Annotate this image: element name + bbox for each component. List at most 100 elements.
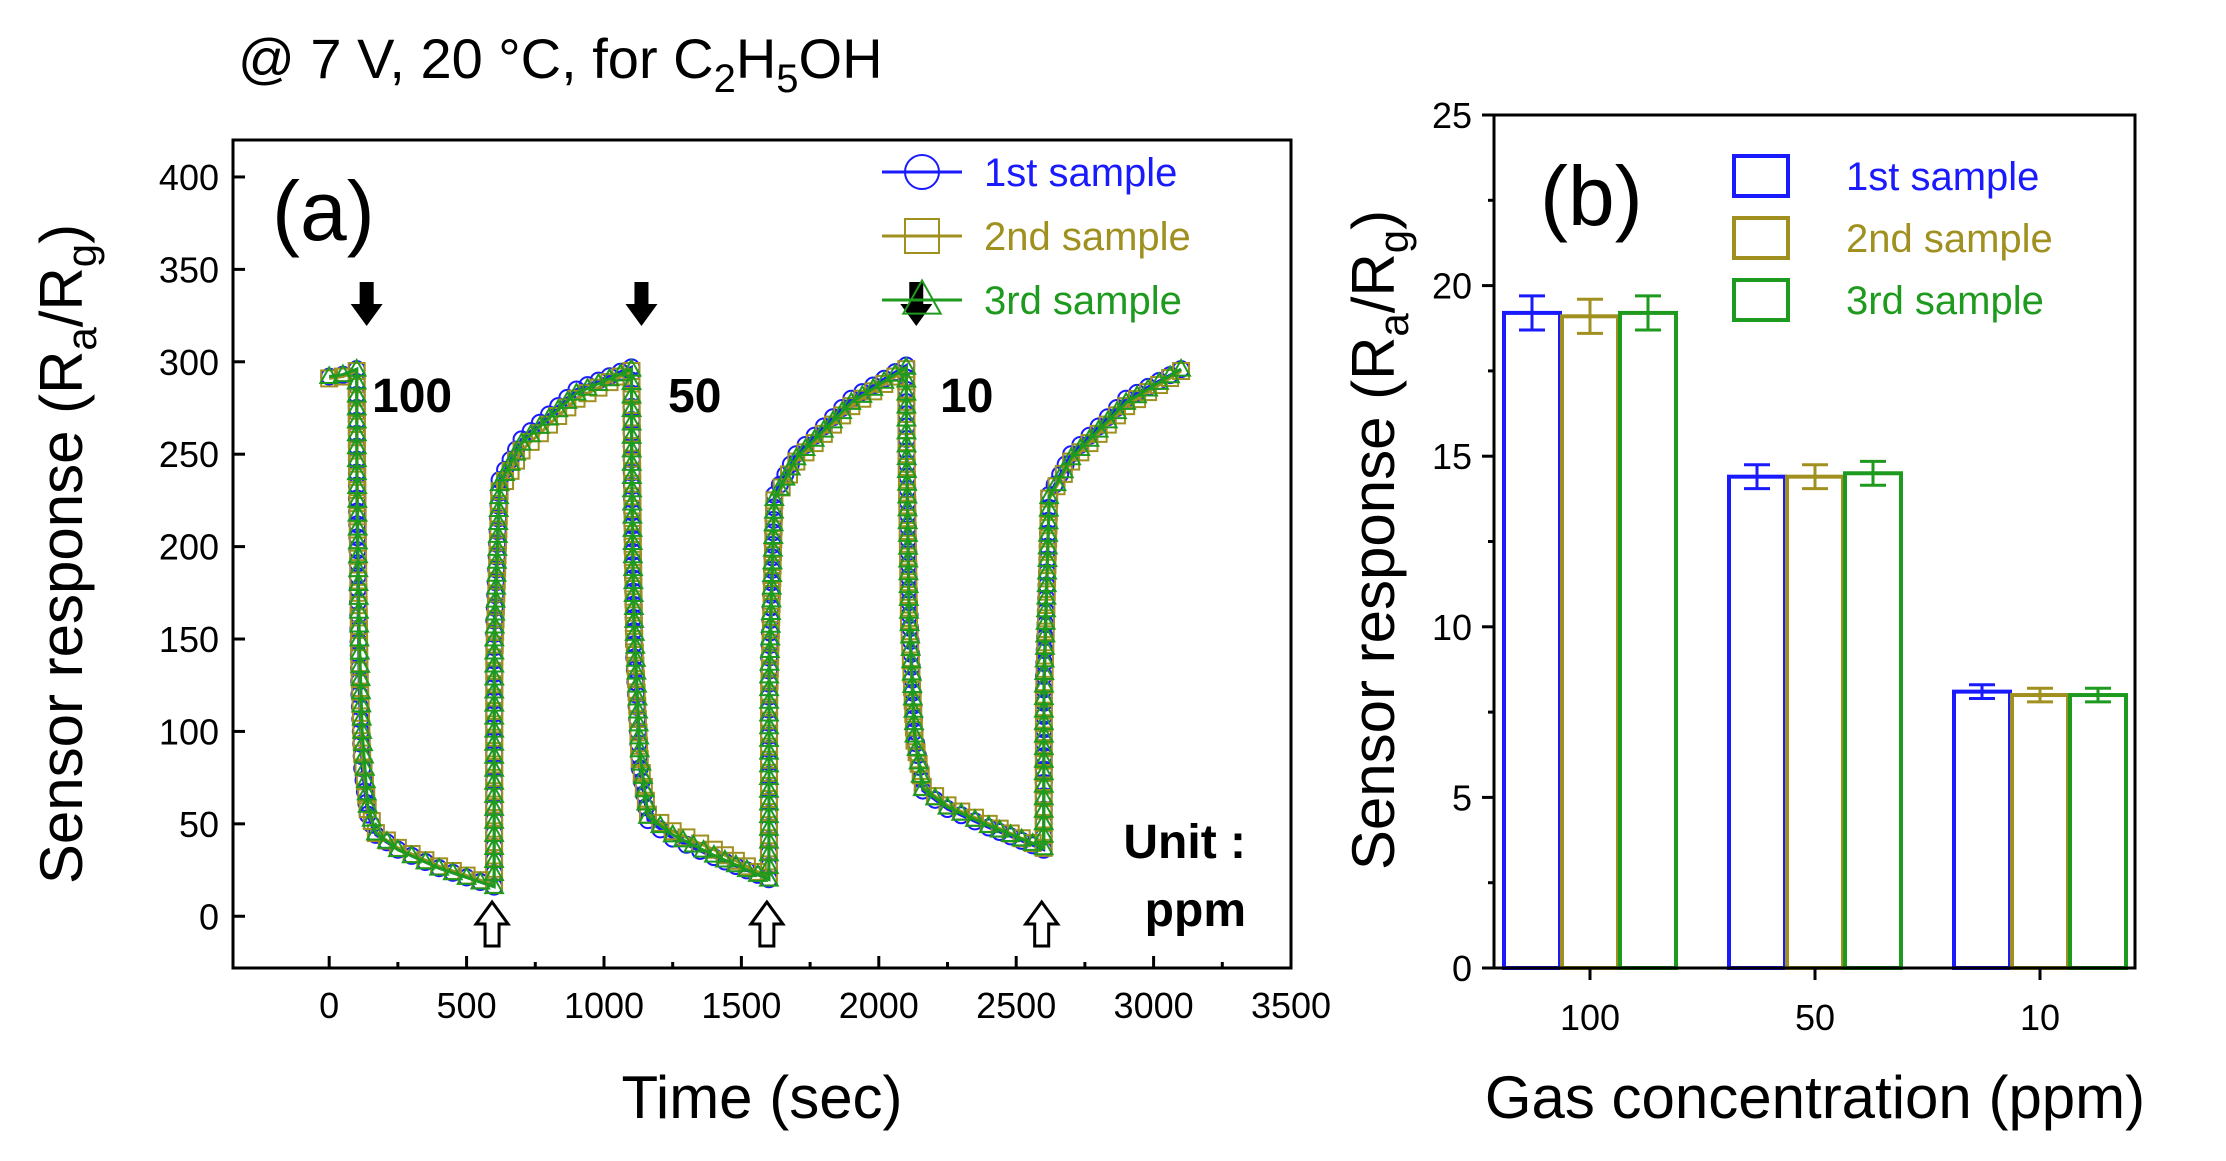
triangle-marker <box>505 442 527 461</box>
triangle-marker <box>483 797 505 816</box>
triangle-marker <box>483 745 505 764</box>
y-tick-label: 150 <box>159 619 219 660</box>
bar <box>2068 693 2128 970</box>
triangle-marker <box>774 466 796 486</box>
triangle-marker <box>486 550 508 569</box>
triangle-marker <box>387 838 409 858</box>
bar <box>1843 471 1903 970</box>
triangle-marker <box>895 356 917 375</box>
triangle-marker <box>1097 409 1119 429</box>
triangle-marker <box>1034 623 1056 643</box>
triangle-marker <box>758 740 780 760</box>
triangle-marker <box>978 814 1000 834</box>
triangle-marker <box>442 861 464 881</box>
triangle-marker <box>785 446 807 466</box>
square-marker <box>362 812 381 831</box>
triangle-marker <box>897 548 919 568</box>
triangle-marker <box>483 705 505 725</box>
triangle-marker <box>376 830 398 849</box>
triangle-marker <box>483 666 505 686</box>
triangle-marker <box>401 844 423 864</box>
y-tick-label: 10 <box>1432 607 1472 648</box>
triangle-marker <box>897 523 919 542</box>
triangle-marker <box>736 858 758 878</box>
triangle-marker <box>1037 523 1059 542</box>
triangle-marker <box>346 383 368 403</box>
conc-label-100: 100 <box>372 370 452 423</box>
gas-on-arrow <box>625 282 658 326</box>
triangle-marker <box>346 357 368 377</box>
triangle-marker <box>897 510 919 530</box>
triangle-marker <box>483 810 505 829</box>
triangle-marker <box>794 437 817 457</box>
triangle-marker <box>485 588 507 608</box>
triangle-marker <box>637 805 659 824</box>
bar <box>1560 314 1620 971</box>
triangle-marker <box>1170 357 1192 377</box>
triangle-marker <box>1033 836 1055 856</box>
triangle-marker <box>903 711 925 731</box>
triangle-marker <box>804 428 826 447</box>
panel-a-legend: 1st sample 2nd sample 3rd sample <box>882 151 1191 323</box>
y-tick-label: 100 <box>159 711 219 752</box>
y-tick-label: 250 <box>159 434 219 475</box>
triangle-marker <box>483 732 505 751</box>
triangle-marker <box>483 653 505 673</box>
triangle-marker <box>622 531 644 551</box>
legend-swatch <box>1732 154 1790 198</box>
triangle-marker <box>898 600 920 619</box>
triangle-marker <box>822 409 844 429</box>
panel-a-time-response: 0 500 1000 1500 2000 2500 3000 3500 0 50 100 150 200… <box>28 138 1331 1131</box>
triangle-marker <box>487 524 509 543</box>
triangle-marker <box>761 563 783 582</box>
triangle-marker <box>901 278 943 315</box>
triangle-marker <box>1033 736 1055 756</box>
triangle-marker <box>758 868 780 887</box>
triangle-marker <box>1159 364 1181 384</box>
triangle-marker <box>346 435 368 455</box>
triangle-marker <box>357 794 379 813</box>
triangle-marker <box>1033 673 1055 693</box>
gas-arrows <box>350 282 1061 948</box>
triangle-marker <box>989 818 1011 838</box>
triangle-marker <box>1033 786 1055 806</box>
triangle-marker <box>899 624 921 644</box>
triangle-marker <box>758 753 780 773</box>
triangle-marker <box>760 614 782 633</box>
triangle-marker <box>428 856 450 876</box>
triangle-marker <box>1011 827 1033 847</box>
triangle-marker <box>693 838 715 858</box>
triangle-marker <box>1037 535 1059 555</box>
square-marker <box>904 218 940 254</box>
triangle-marker <box>761 550 784 570</box>
triangle-marker <box>895 420 918 440</box>
triangle-marker <box>896 472 918 491</box>
circle-marker <box>904 154 940 190</box>
triangle-marker <box>346 422 368 442</box>
triangle-marker <box>1036 560 1058 580</box>
triangle-marker <box>1035 598 1057 618</box>
triangle-marker <box>759 639 781 659</box>
triangle-marker <box>758 728 780 747</box>
y-tick-label: 20 <box>1432 266 1472 307</box>
triangle-marker <box>346 396 368 416</box>
triangle-marker <box>1033 799 1055 818</box>
triangle-marker <box>761 576 783 595</box>
triangle-marker <box>346 409 368 429</box>
triangle-marker <box>758 842 780 862</box>
panel-b-ylabel: Sensor response (Ra/Rg) <box>1340 210 1417 870</box>
gas-on-arrow <box>900 282 933 326</box>
triangle-marker <box>899 612 921 632</box>
triangle-marker <box>1033 811 1055 831</box>
triangle-marker <box>924 786 946 806</box>
triangle-marker <box>1036 548 1058 567</box>
gas-off-arrow <box>1022 899 1061 948</box>
unit-label-line1: Unit : <box>1123 816 1246 869</box>
triangle-marker <box>483 692 505 712</box>
triangle-marker <box>898 587 920 606</box>
triangle-marker <box>1000 823 1022 842</box>
series-2 <box>320 360 1191 894</box>
triangle-marker <box>1033 699 1055 718</box>
panel-b-bar-chart: 0 5 10 15 20 25 100 50 10 (b) 1st sample 2nd samp… <box>1340 95 2145 1131</box>
